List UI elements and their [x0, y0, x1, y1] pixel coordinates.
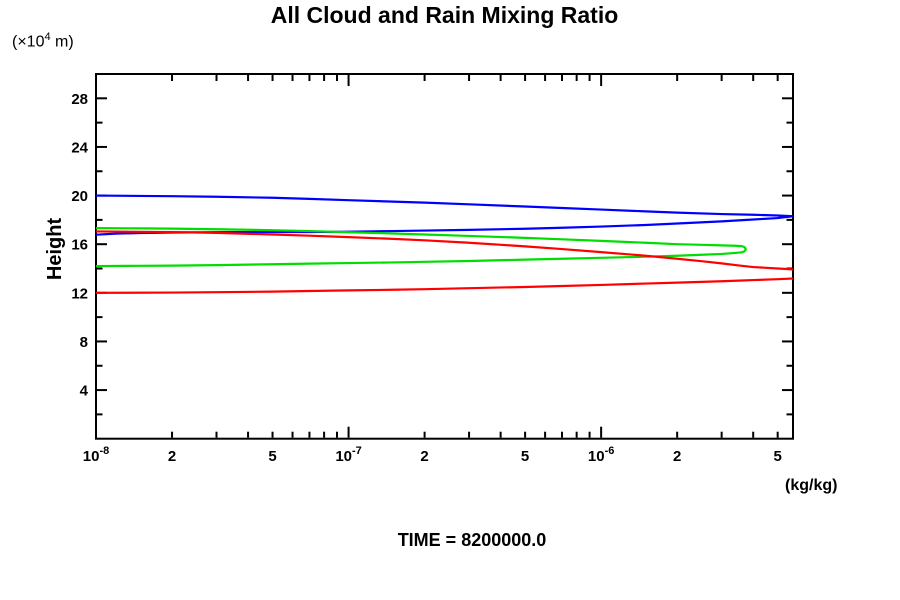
curve-green-curve	[96, 227, 747, 268]
x-tick-label: 5	[268, 448, 276, 465]
x-tick-label: 5	[773, 448, 781, 465]
y-tick-label: 4	[80, 383, 89, 400]
y-tick-label: 8	[80, 334, 88, 351]
x-tick-label: 5	[521, 448, 529, 465]
y-unit-suffix: m)	[50, 33, 74, 51]
x-axis-unit-label: (kg/kg)	[785, 477, 838, 494]
x-tick-label: 2	[673, 448, 681, 465]
chart-title: All Cloud and Rain Mixing Ratio	[270, 2, 619, 28]
curve-red-curve	[96, 230, 793, 294]
y-tick-label: 24	[71, 139, 88, 156]
x-tick-label-decade: 10-6	[588, 445, 614, 465]
y-tick-label: 16	[71, 237, 88, 254]
y-tick-label: 28	[71, 91, 88, 108]
y-axis-unit-label: (×104 m)	[12, 31, 74, 51]
x-tick-label: 2	[420, 448, 428, 465]
x-tick-label: 2	[168, 448, 176, 465]
y-unit-prefix: (×10	[12, 33, 45, 51]
y-tick-label: 12	[71, 285, 88, 302]
y-unit-exponent: 4	[44, 31, 51, 43]
plot-frame	[95, 73, 794, 440]
time-label: TIME = 8200000.0	[397, 530, 547, 550]
x-tick-label-decade: 10-7	[335, 445, 361, 465]
x-tick-label-decade: 10-8	[83, 445, 109, 465]
y-tick-label: 20	[71, 188, 88, 205]
